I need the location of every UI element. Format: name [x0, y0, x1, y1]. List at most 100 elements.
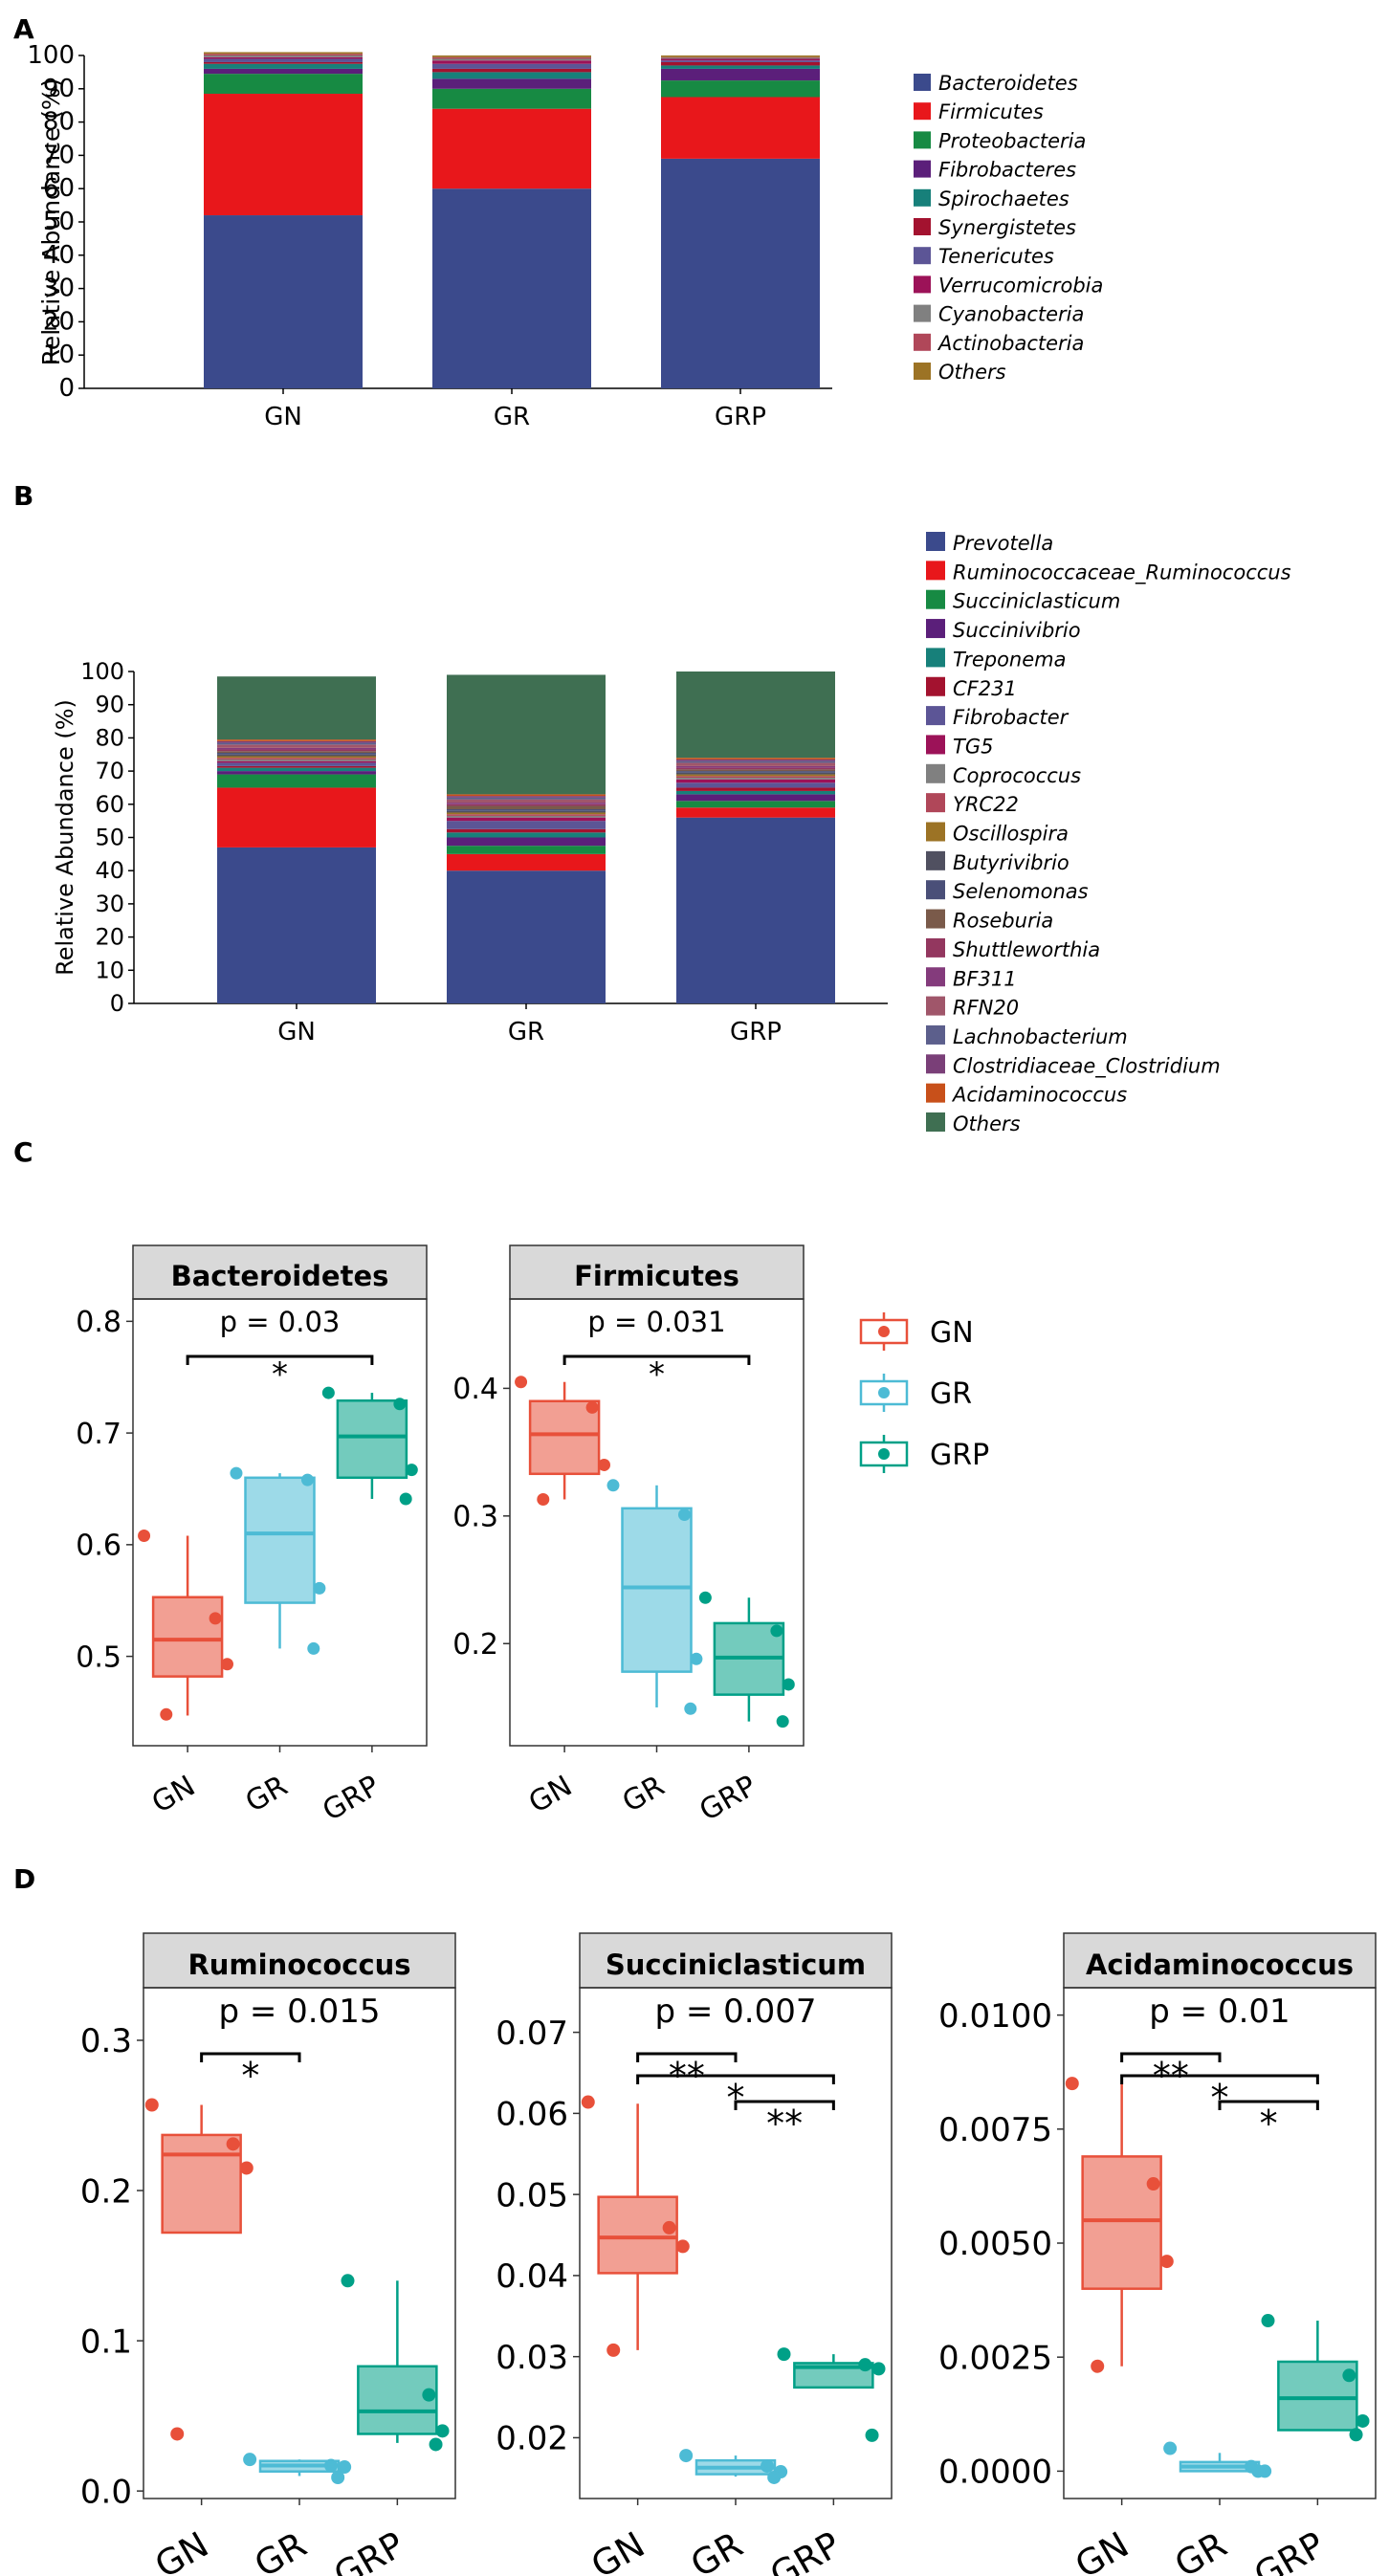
facet-acidaminococcus-grp-point [1349, 2428, 1363, 2442]
facet-acidaminococcus-grp-point [1261, 2314, 1275, 2328]
bar-segment-roseburia-gn [217, 751, 376, 754]
legend-swatch-treponema [926, 648, 945, 668]
bar-segment-verrucomicrobia-grp [661, 58, 820, 61]
facet-bacteroidetes-y-tick-label: 0.8 [76, 1306, 121, 1339]
facet-succiniclasticum-bracket-gr-grp [734, 2100, 835, 2110]
bar-segment-oscillospira-gr [447, 812, 606, 815]
legend-swatch-spirochaetes [914, 188, 931, 207]
facet-bacteroidetes-gr-point [230, 1466, 243, 1480]
facet-firmicutes-bracket-gn-grp [562, 1354, 751, 1365]
facet-acidaminococcus-bracket-gn-grp [1120, 2074, 1319, 2084]
x-tick-label-gr: GR [494, 403, 530, 431]
facet-firmicutes-gn-point [537, 1492, 550, 1506]
facet-acidaminococcus-y-tick-label: 0.0075 [938, 2111, 1052, 2149]
facet-firmicutes-gn-box [528, 1399, 601, 1476]
y-tick-label: 100 [27, 41, 75, 70]
legend-swatch-tg5 [926, 735, 945, 755]
facet-firmicutes-grp-point [776, 1715, 789, 1728]
legend-label-shuttleworthia: Shuttleworthia [953, 938, 1100, 961]
y-tick-label: 20 [95, 924, 124, 951]
panel-a-stacked-bar-chart: 0 10 20 30 40 50 60 70 80 90 100 Relative Abundance… [27, 41, 1103, 431]
facet-acidaminococcus-bracket-gn-grp-label: * [1211, 2077, 1229, 2119]
bar-segment-synergistetes-gr [432, 68, 591, 73]
bar-segment-verrucomicrobia-gn [204, 56, 363, 59]
facet-bacteroidetes-grp-point [405, 1464, 418, 1477]
bar-segment-others-gn [217, 676, 376, 740]
legend-label-rfn20: RFN20 [953, 997, 1019, 1020]
bar-segment-oscillospira-grp [676, 774, 835, 777]
facet-ruminococcus-gr-point [243, 2453, 257, 2467]
facet-firmicutes-grp-point [698, 1591, 712, 1604]
x-tick-label-gn: GN [277, 1018, 316, 1046]
legend-label-prevotella: Prevotella [953, 532, 1053, 555]
bar-segment-spirochaetes-gn [204, 63, 363, 69]
facet-ruminococcus-y-tick-label: 0.3 [80, 2022, 132, 2060]
bar-segment-shuttleworthia-gr [447, 804, 606, 806]
facet-firmicutes-title: Firmicutes [574, 1260, 739, 1292]
bar-segment-tenericutes-grp [661, 60, 820, 62]
legend-label-ruminococcaceae-ruminococcus: Ruminococcaceae_Ruminococcus [953, 561, 1291, 584]
bar-segment-fibrobacter-gr [447, 821, 606, 829]
panel-label-b: B [13, 480, 33, 512]
bar-segment-bacteroidetes-grp [661, 158, 820, 388]
facet-bacteroidetes-gn-point [221, 1658, 234, 1671]
facet-firmicutes-gn-point [585, 1400, 599, 1414]
legend-swatch-shuttleworthia [926, 937, 945, 958]
facet-ruminococcus-y-tick-label: 0.0 [80, 2473, 132, 2511]
facet-ruminococcus-grp-point [429, 2437, 443, 2452]
legend-swatch-butyrivibrio [926, 850, 945, 870]
legend-swatch-ruminococcaceae-ruminococcus [926, 561, 945, 581]
facet-bacteroidetes-x-tick-label-gr: GR [240, 1770, 294, 1819]
legend-swatch-coprococcus [926, 763, 945, 783]
bar-segment-proteobacteria-grp [661, 80, 820, 98]
y-tick-label: 30 [95, 891, 124, 917]
facet-firmicutes-p-value: p = 0.031 [587, 1306, 725, 1338]
facet-bacteroidetes-p-value: p = 0.03 [220, 1306, 341, 1338]
bar-segment-prevotella-gn [217, 847, 376, 1003]
facet-acidaminococcus-bracket-gr-grp-label: * [1260, 2103, 1278, 2145]
facet-acidaminococcus-bracket-gn-gr [1120, 2052, 1222, 2062]
facet-ruminococcus-x-tick-label-gr: GR [248, 2524, 314, 2576]
bar-segment-fibrobacteres-grp [661, 68, 820, 81]
facet-succiniclasticum-bracket-gn-grp-label: * [727, 2077, 745, 2119]
bar-segment-selenomonas-gr [447, 809, 606, 811]
legend-swatch-tenericutes [914, 247, 931, 265]
x-tick-label-grp: GRP [730, 1018, 782, 1046]
facet-succiniclasticum-y-tick-label: 0.04 [496, 2257, 568, 2296]
facet-firmicutes-gr-point [684, 1702, 697, 1715]
legend-swatch-acidaminococcus [926, 1083, 945, 1103]
facet-ruminococcus-grp-box [357, 2365, 438, 2435]
facet-acidaminococcus-y-tick-label: 0.0025 [938, 2339, 1052, 2377]
legend-swatch-roseburia [926, 909, 945, 929]
legend-swatch-cyanobacteria [914, 304, 931, 322]
facet-acidaminococcus-strip [1063, 1932, 1377, 1989]
facet-bacteroidetes-y-tick-label: 0.7 [76, 1418, 121, 1451]
facet-bacteroidetes-gn-point [209, 1612, 222, 1625]
facet-bacteroidetes-gr-point [313, 1581, 326, 1595]
legend-swatch-lachnobacterium [926, 1024, 945, 1045]
facet-ruminococcus-grp-point [422, 2388, 436, 2402]
y-axis-title: Relative Abundance (%) [37, 78, 65, 366]
facet-acidaminococcus-y-tick-label: 0.0000 [938, 2454, 1052, 2492]
bar-segment-clostridiaceae-clostridium-grp [676, 759, 835, 761]
bar-segment-cyanobacteria-gn [204, 55, 363, 57]
bar-segment-others-gn [204, 52, 363, 55]
legend-swatch-fibrobacteres [914, 160, 931, 178]
bar-segment-actinobacteria-gn [204, 54, 363, 55]
panel-label-c: C [13, 1136, 33, 1168]
legend-swatch-others [926, 1112, 945, 1132]
bar-segment-bacteroidetes-gn [204, 215, 363, 388]
facet-succiniclasticum-gr-point [679, 2449, 694, 2463]
bar-segment-bf311-grp [676, 765, 835, 768]
bar-segment-firmicutes-gr [432, 108, 591, 189]
facet-succiniclasticum-gr-point [767, 2470, 782, 2484]
facet-succiniclasticum-grp-point [777, 2347, 791, 2362]
bar-segment-tenericutes-gn [204, 58, 363, 62]
facet-bacteroidetes-bracket-gn-grp-label: * [272, 1355, 288, 1394]
bar-segment-others-grp [676, 672, 835, 759]
legend-swatch-prevotella [926, 532, 945, 551]
y-tick-label: 0 [58, 374, 75, 403]
bar-segment-cf231-grp [676, 787, 835, 791]
bar-segment-tg5-grp [676, 779, 835, 783]
